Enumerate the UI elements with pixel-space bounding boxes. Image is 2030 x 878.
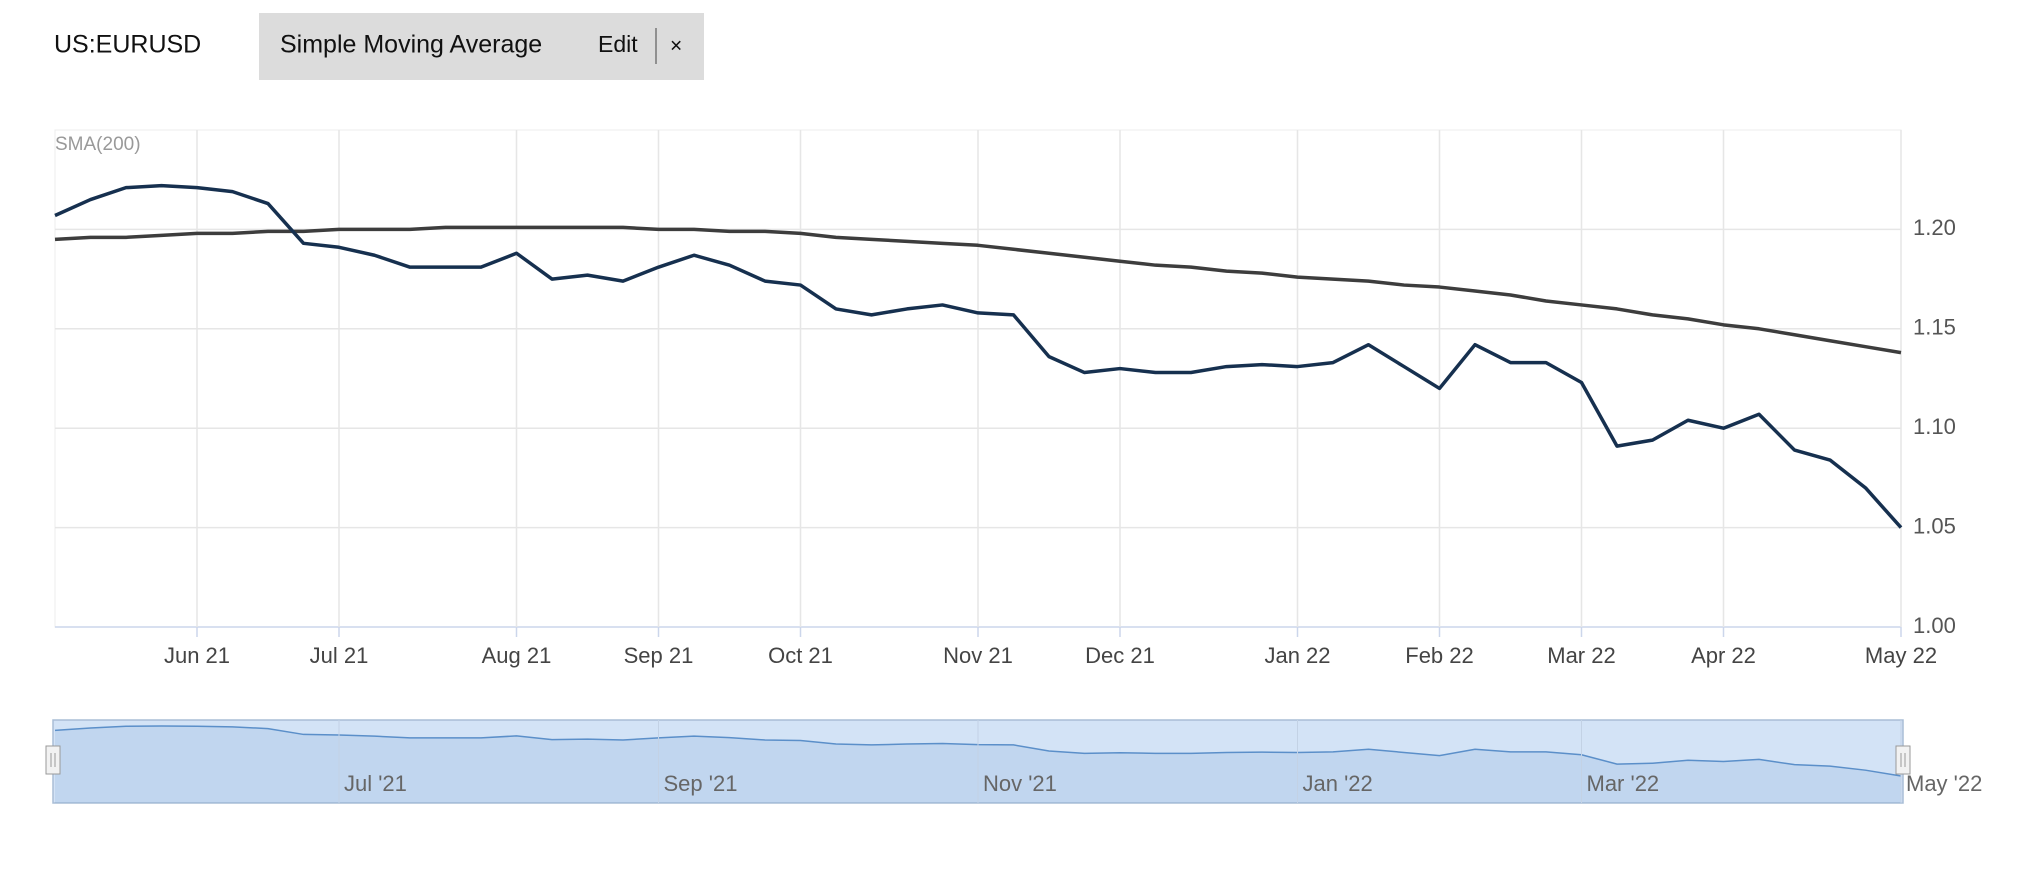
navigator-label: Nov '21 bbox=[983, 771, 1057, 796]
navigator-handle[interactable] bbox=[1895, 745, 1911, 775]
sma-label: SMA(200) bbox=[55, 134, 141, 155]
x-tick-label: Apr 22 bbox=[1691, 643, 1756, 668]
y-tick-label: 1.00 bbox=[1913, 613, 1956, 638]
x-tick-label: Dec 21 bbox=[1085, 643, 1155, 668]
x-tick-label: Jun 21 bbox=[164, 643, 230, 668]
y-tick-label: 1.10 bbox=[1913, 414, 1956, 439]
navigator-label: May '22 bbox=[1906, 771, 1982, 796]
navigator-label: Jul '21 bbox=[344, 771, 407, 796]
navigator-label: Jan '22 bbox=[1303, 771, 1373, 796]
navigator-label: Mar '22 bbox=[1587, 771, 1660, 796]
x-tick-label: Aug 21 bbox=[482, 643, 552, 668]
y-tick-label: 1.15 bbox=[1913, 315, 1956, 340]
x-tick-label: Jul 21 bbox=[310, 643, 369, 668]
navigator-handle[interactable] bbox=[45, 745, 61, 775]
x-tick-label: Mar 22 bbox=[1547, 643, 1615, 668]
series-line bbox=[54, 183, 1903, 529]
close-button[interactable]: × bbox=[670, 35, 682, 58]
edit-button[interactable]: Edit bbox=[598, 31, 638, 57]
indicator-chip[interactable] bbox=[259, 13, 704, 80]
y-tick-label: 1.20 bbox=[1913, 215, 1956, 240]
x-tick-label: May 22 bbox=[1865, 643, 1937, 668]
x-tick-label: Jan 22 bbox=[1264, 643, 1330, 668]
indicator-name: Simple Moving Average bbox=[280, 31, 542, 59]
x-tick-label: Feb 22 bbox=[1405, 643, 1474, 668]
x-tick-label: Oct 21 bbox=[768, 643, 833, 668]
x-tick-label: Sep 21 bbox=[624, 643, 694, 668]
x-tick-label: Nov 21 bbox=[943, 643, 1013, 668]
series-line bbox=[54, 225, 1902, 355]
symbol: US:EURUSD bbox=[54, 31, 201, 59]
y-tick-label: 1.05 bbox=[1913, 513, 1956, 538]
navigator-label: Sep '21 bbox=[664, 771, 738, 796]
